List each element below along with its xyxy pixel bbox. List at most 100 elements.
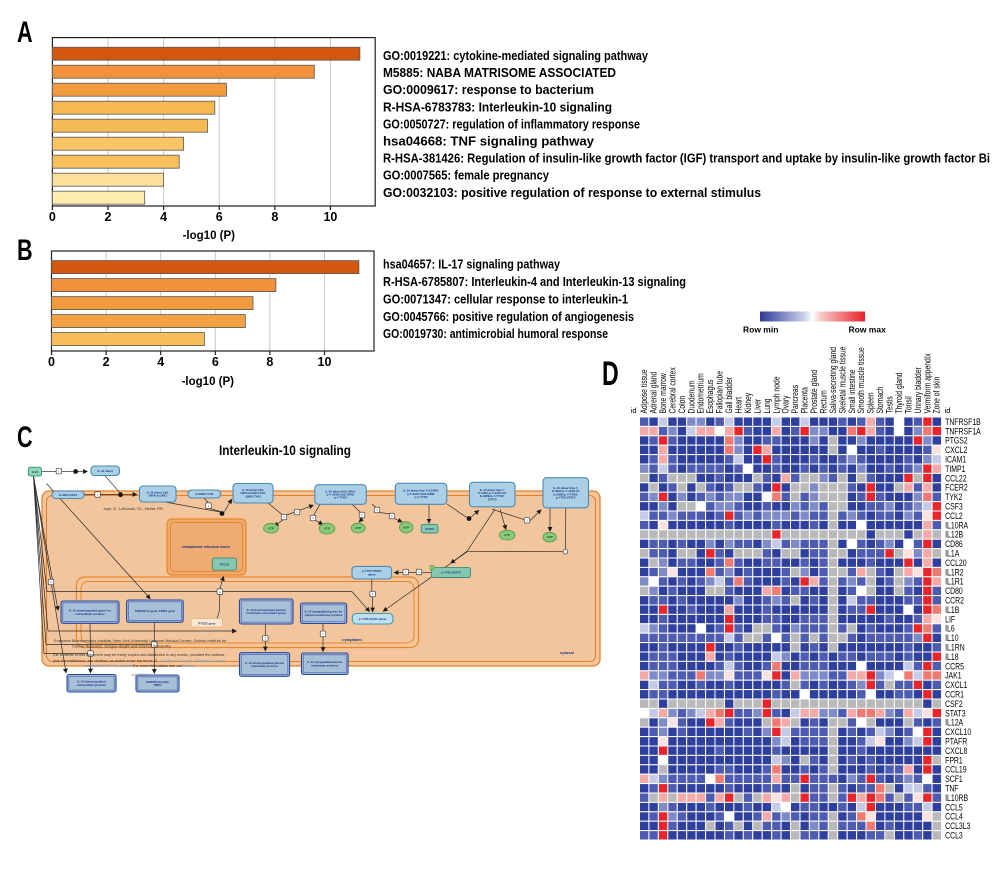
svg-text:JAK1: JAK1: [945, 670, 962, 681]
svg-text:Row min: Row min: [743, 325, 778, 335]
svg-text:national (CC BY 4.0) License.: national (CC BY 4.0) License.: [84, 664, 134, 668]
svg-text:Stomach: Stomach: [875, 386, 885, 413]
svg-text:TNFRSF1B: TNFRSF1B: [945, 416, 981, 427]
svg-text:TNF: TNF: [945, 782, 958, 793]
svg-text:Spleen: Spleen: [866, 392, 876, 413]
svg-text:1: 1: [418, 570, 420, 574]
svg-text:STAT3: STAT3: [488, 497, 497, 501]
svg-text:10RA:2xJAK1: 10RA:2xJAK1: [148, 494, 167, 498]
svg-text:Lymph node: Lymph node: [771, 376, 781, 413]
svg-text:IL-10 dimer:2xp-Y-IL10RA:: IL-10 dimer:2xp-Y-IL10RA:: [403, 489, 439, 493]
svg-text:Gall bladder: Gall bladder: [724, 377, 734, 414]
svg-text:8: 8: [271, 210, 278, 224]
svg-text:p-Y705-STAT3: p-Y705-STAT3: [556, 496, 576, 500]
svg-text:Row max: Row max: [849, 325, 887, 335]
svg-text:TNFRSF1A: TNFRSF1A: [945, 425, 981, 436]
svg-text:Tonsil: Tonsil: [903, 396, 913, 413]
svg-text:1: 1: [391, 514, 393, 518]
svg-text:CCR2: CCR2: [945, 594, 964, 605]
svg-text:TNFRSF1A gene, TIMP1 gene: TNFRSF1A gene, TIMP1 gene: [135, 609, 176, 613]
svg-text:myEA/2020: myEA/2020: [131, 673, 148, 677]
svg-text:GO:0019221: cytokine-mediated: GO:0019221: cytokine-mediated signaling …: [383, 49, 648, 63]
svg-text:IL10RB: IL10RB: [945, 792, 968, 803]
svg-text:CCL2: CCL2: [945, 510, 963, 521]
svg-text:Heart: Heart: [733, 396, 743, 413]
svg-text:hsa04657: IL-17 signaling path: hsa04657: IL-17 signaling pathway: [383, 258, 560, 272]
svg-text:IL10RA:p-Y-JAK1:2x: IL10RA:p-Y-JAK1:2x: [552, 489, 580, 493]
svg-text:R-HSA-381426: Regulation of in: R-HSA-381426: Regulation of insulin-like…: [383, 152, 990, 166]
svg-text:ATP: ATP: [504, 533, 510, 537]
svg-text:GO:0032103: positive regulatio: GO:0032103: positive regulation of respo…: [383, 186, 761, 200]
svg-text:GO:0019730: antimicrobial humo: GO:0019730: antimicrobial humoral respon…: [383, 327, 608, 341]
svg-text:1: 1: [154, 643, 156, 647]
svg-text:Colon: Colon: [677, 395, 687, 413]
svg-text:Saliva-secreting gland: Saliva-secreting gland: [828, 347, 838, 414]
svg-text:1: 1: [50, 580, 52, 584]
svg-text:IL-10 dimer:2xp-Y-: IL-10 dimer:2xp-Y-: [553, 486, 578, 490]
svg-text:STAT3: STAT3: [945, 707, 966, 718]
svg-text:IL1R1: IL1R1: [945, 576, 964, 587]
svg-text:European Bioinformatics Instit: European Bioinformatics Institute, New Y…: [54, 638, 227, 643]
svg-text:IL1A: IL1A: [945, 547, 960, 558]
svg-text:Esophagus: Esophagus: [705, 380, 715, 414]
svg-text:dimer: dimer: [368, 572, 377, 576]
svg-text:p-Y705-STAT3: p-Y705-STAT3: [441, 571, 461, 575]
svg-text:2: 2: [105, 210, 112, 224]
svg-text:p-Y-TYK2: p-Y-TYK2: [334, 496, 347, 500]
svg-text:cytosol: cytosol: [560, 650, 574, 655]
svg-text:PTAFR: PTAFR: [945, 735, 967, 746]
svg-text:2: 2: [103, 355, 110, 369]
svg-text:1: 1: [90, 652, 92, 656]
svg-text:For more information see our: For more information see our: [133, 664, 183, 668]
svg-text:Adrenal gland: Adrenal gland: [648, 371, 658, 413]
svg-text:hsa04668: TNF signaling pathwa: hsa04668: TNF signaling pathway: [383, 135, 594, 149]
svg-text:IL10RB:p-Y-TYK2:: IL10RB:p-Y-TYK2:: [553, 492, 578, 496]
svg-text:CCL20: CCL20: [945, 557, 967, 568]
svg-text:ADP: ADP: [403, 526, 409, 530]
svg-text:IL-10 downregulated genes for: IL-10 downregulated genes for: [69, 608, 112, 612]
svg-text:IL18: IL18: [945, 651, 959, 662]
svg-text:1: 1: [405, 570, 407, 574]
svg-text:membrane-associated genes: membrane-associated genes: [246, 611, 286, 615]
svg-text:IL-10 upregulated plasma: IL-10 upregulated plasma: [307, 660, 342, 664]
svg-text:GO:0050727: regulation of infl: GO:0050727: regulation of inflammatory r…: [383, 117, 640, 131]
svg-text:ICAM1: ICAM1: [945, 453, 966, 464]
svg-text:p-Y-JAK1:2xIL10RB:: p-Y-JAK1:2xIL10RB:: [327, 493, 355, 497]
svg-text:id: id: [631, 406, 637, 415]
svg-text:IL6: IL6: [945, 623, 955, 634]
svg-text:1: 1: [312, 516, 314, 520]
svg-text:IL10: IL10: [32, 470, 38, 474]
svg-text:IL-10 dimer:2xIL: IL-10 dimer:2xIL: [147, 490, 169, 494]
svg-text:ADP: ADP: [547, 535, 553, 539]
svg-text:Cancer Research, Oregon Health: Cancer Research, Oregon Health and Scien…: [72, 643, 171, 648]
svg-text:CCR1: CCR1: [945, 688, 964, 699]
svg-text:GO:0009617: response to bacter: GO:0009617: response to bacterium: [383, 83, 594, 97]
svg-text:CCR5: CCR5: [945, 660, 964, 671]
svg-text:1: 1: [526, 519, 528, 523]
svg-text:IL-10 downregulated plasma: IL-10 downregulated plasma: [245, 661, 284, 665]
svg-text:4: 4: [157, 355, 164, 369]
svg-text:Urinary bladder: Urinary bladder: [913, 367, 923, 413]
svg-text:p-Y-TYK2: p-Y-TYK2: [415, 495, 428, 499]
svg-text:CD86: CD86: [945, 538, 963, 549]
svg-text:Pancreas: Pancreas: [790, 385, 800, 414]
svg-text:A: A: [17, 14, 33, 48]
svg-text:Adipose tissue: Adipose tissue: [639, 369, 649, 413]
svg-text:SCF1: SCF1: [945, 773, 963, 784]
svg-text:FCER2: FCER2: [945, 482, 968, 493]
svg-text:CCL5: CCL5: [945, 801, 963, 812]
svg-text:1: 1: [97, 493, 99, 497]
svg-text:1: 1: [376, 508, 378, 512]
svg-text:IL12A: IL12A: [945, 717, 963, 728]
svg-text:Placenta: Placenta: [800, 387, 810, 414]
svg-text:STAT3: STAT3: [425, 527, 434, 531]
svg-text:Interleukin-10 signaling: Interleukin-10 signaling: [219, 443, 351, 458]
svg-text:4: 4: [160, 210, 167, 224]
svg-text:IL10RB:p-Y-TYK2:: IL10RB:p-Y-TYK2:: [480, 494, 505, 498]
svg-text:PTGS2: PTGS2: [220, 562, 230, 566]
svg-text:Endometrium: Endometrium: [696, 373, 706, 413]
svg-text:1: 1: [219, 590, 221, 594]
svg-text:-log10 (P): -log10 (P): [182, 376, 235, 388]
svg-text:Prostate gland: Prostate gland: [809, 370, 819, 414]
svg-text:GO:0045766: positive regulatio: GO:0045766: positive regulation of angio…: [383, 310, 634, 324]
